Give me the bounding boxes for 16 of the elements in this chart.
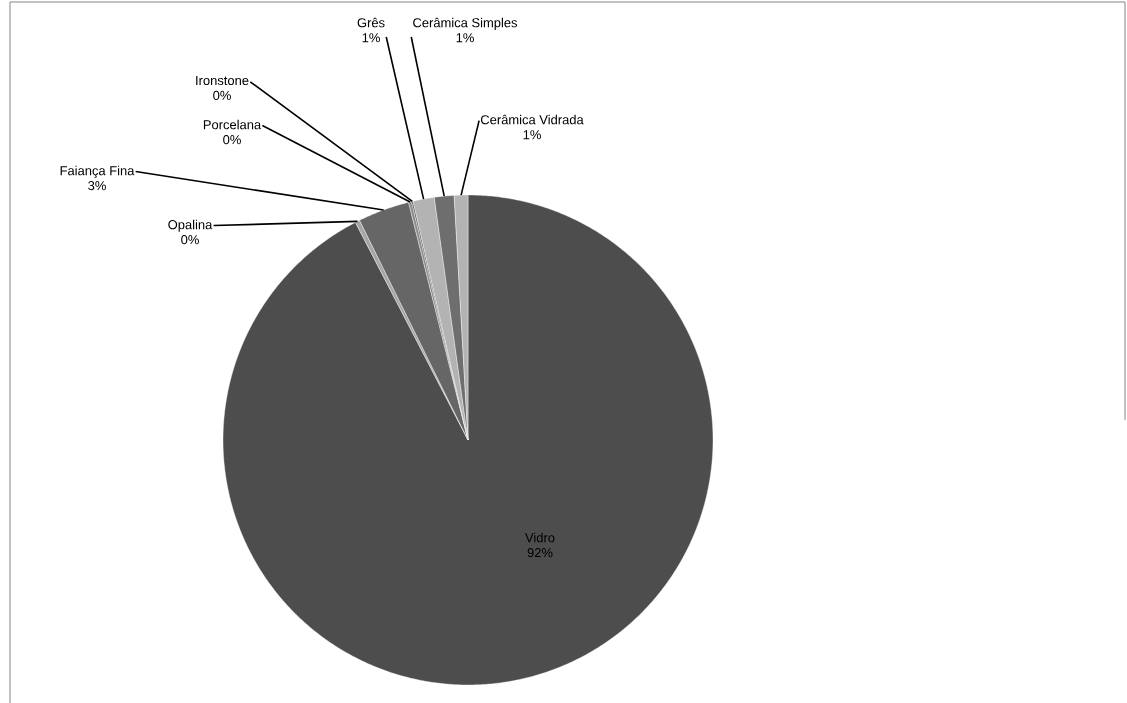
slice-label: Ironstone: [196, 75, 249, 85]
slice-label: Vidro: [525, 532, 555, 543]
slice-label: Opalina: [168, 219, 213, 232]
data-label: 1%: [523, 129, 541, 139]
data-label: 0%: [223, 134, 241, 144]
slice-label: Faiança Fina: [60, 165, 135, 178]
slice-label: Cerâmica Vidrada: [480, 114, 584, 125]
data-label: 0%: [213, 90, 231, 100]
data-label: 92%: [527, 547, 553, 557]
data-label: 0%: [181, 234, 199, 244]
slice-label: Grês: [357, 17, 385, 28]
slice-label: Cerâmica Simples: [413, 17, 518, 30]
data-label: 1%: [456, 32, 474, 42]
slice-label: Porcelana: [203, 119, 262, 130]
data-label: 1%: [362, 32, 380, 42]
data-label: 3%: [88, 180, 106, 190]
